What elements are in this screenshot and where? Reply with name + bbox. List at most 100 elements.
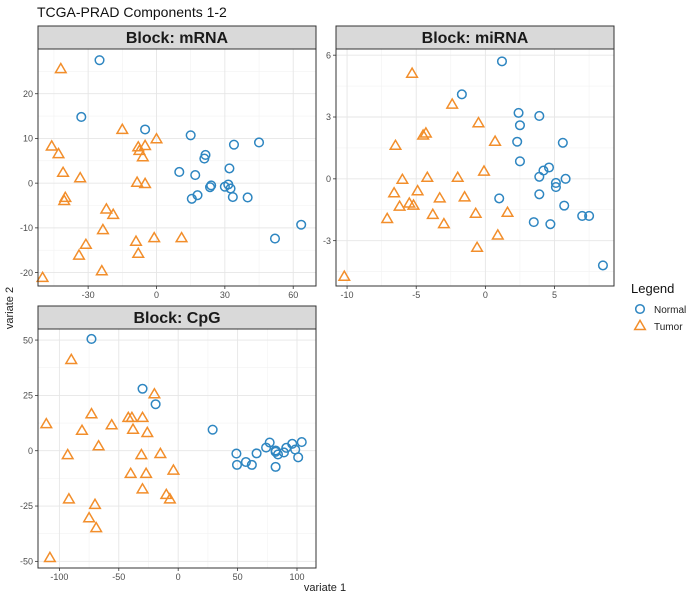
point-tumor [491, 228, 505, 240]
point-tumor [420, 170, 434, 183]
point-normal [204, 182, 216, 193]
point-tumor [445, 97, 459, 109]
point-normal [534, 189, 545, 200]
x-tick-label: 0 [176, 572, 181, 582]
point-normal [512, 136, 523, 147]
point-tumor [51, 147, 66, 159]
point-tumor [426, 207, 440, 220]
point-tumor [45, 139, 59, 151]
x-tick-label: -50 [112, 572, 125, 582]
point-tumor [129, 234, 143, 246]
point-normal [206, 180, 217, 191]
x-tick-label: 0 [483, 290, 488, 300]
legend-item-normal: Normal [634, 303, 686, 316]
point-normal [543, 162, 555, 173]
point-tumor [39, 417, 53, 429]
series-normal [86, 333, 307, 472]
x-tick-label: 30 [220, 290, 230, 300]
point-tumor [96, 223, 110, 235]
point-tumor [126, 422, 140, 434]
point-tumor [470, 240, 484, 253]
point-tumor [395, 172, 410, 185]
point-tumor [138, 176, 152, 189]
y-tick-label: 0 [28, 178, 33, 188]
panel-title: Block: CpG [133, 310, 220, 327]
point-normal [150, 399, 161, 410]
y-tick-label: 10 [23, 134, 33, 144]
point-normal [550, 177, 561, 189]
point-normal [559, 200, 570, 211]
x-tick-label: -30 [82, 290, 95, 300]
point-normal [246, 459, 257, 470]
point-tumor [130, 175, 144, 187]
x-tick-label: 100 [289, 572, 304, 582]
point-normal [496, 56, 508, 67]
point-tumor [131, 246, 145, 259]
point-normal [550, 182, 561, 193]
point-normal [287, 438, 298, 449]
point-tumor [135, 482, 150, 494]
panel-3: Block: CpG -100 -50 0 50 100 -50 -25 0 25 50 [20, 305, 317, 582]
point-normal [545, 219, 556, 230]
point-normal [231, 448, 242, 459]
point-tumor [337, 269, 351, 281]
point-tumor [72, 248, 86, 260]
point-tumor [149, 132, 164, 144]
legend-label: Normal [654, 305, 686, 316]
x-tick-label: 50 [233, 572, 243, 582]
point-tumor [174, 231, 189, 243]
point-tumor [99, 202, 114, 214]
point-tumor [166, 463, 181, 475]
point-normal [560, 173, 571, 184]
point-normal [577, 210, 588, 221]
point-tumor [457, 190, 472, 202]
point-normal [534, 110, 545, 122]
point-tumor [416, 128, 430, 140]
x-tick-label: -10 [341, 290, 354, 300]
point-tumor [43, 550, 57, 563]
point-normal [293, 452, 304, 463]
plot-area [336, 49, 614, 286]
y-tick-label: 0 [326, 174, 331, 184]
y-tick-label: -25 [20, 501, 33, 511]
point-normal [296, 219, 307, 230]
point-tumor [123, 466, 138, 479]
y-axis-label: variate 2 [4, 287, 16, 329]
point-normal [456, 89, 467, 100]
point-tumor [54, 62, 68, 74]
point-tumor [106, 207, 120, 220]
point-tumor [136, 150, 150, 162]
panel-border [37, 48, 317, 287]
point-tumor [153, 446, 168, 459]
point-tumor [79, 237, 93, 250]
point-normal [272, 449, 284, 460]
point-normal [514, 156, 526, 167]
point-tumor [115, 122, 129, 135]
point-tumor [380, 211, 394, 224]
series-normal [456, 56, 608, 271]
point-tumor [82, 511, 96, 523]
point-tumor [500, 205, 515, 218]
point-tumor [387, 186, 401, 198]
point-normal [251, 448, 262, 459]
y-tick-label: 20 [23, 89, 33, 99]
series-normal [76, 55, 307, 244]
point-tumor [433, 191, 447, 203]
point-tumor [477, 164, 491, 176]
panel-title: Block: miRNA [422, 30, 529, 47]
point-tumor [57, 193, 71, 206]
y-tick-label: -10 [20, 223, 33, 233]
point-normal [224, 163, 235, 174]
legend-items: Normal Tumor [633, 303, 686, 333]
point-tumor [140, 425, 154, 438]
y-tick-label: -50 [20, 557, 33, 567]
point-normal [190, 170, 201, 181]
point-normal [185, 130, 196, 141]
legend-title: Legend [631, 281, 674, 296]
point-normal [557, 137, 568, 148]
point-normal [207, 424, 218, 435]
point-normal [584, 210, 595, 221]
point-normal [242, 192, 253, 203]
y-tick-label: 6 [326, 50, 331, 60]
